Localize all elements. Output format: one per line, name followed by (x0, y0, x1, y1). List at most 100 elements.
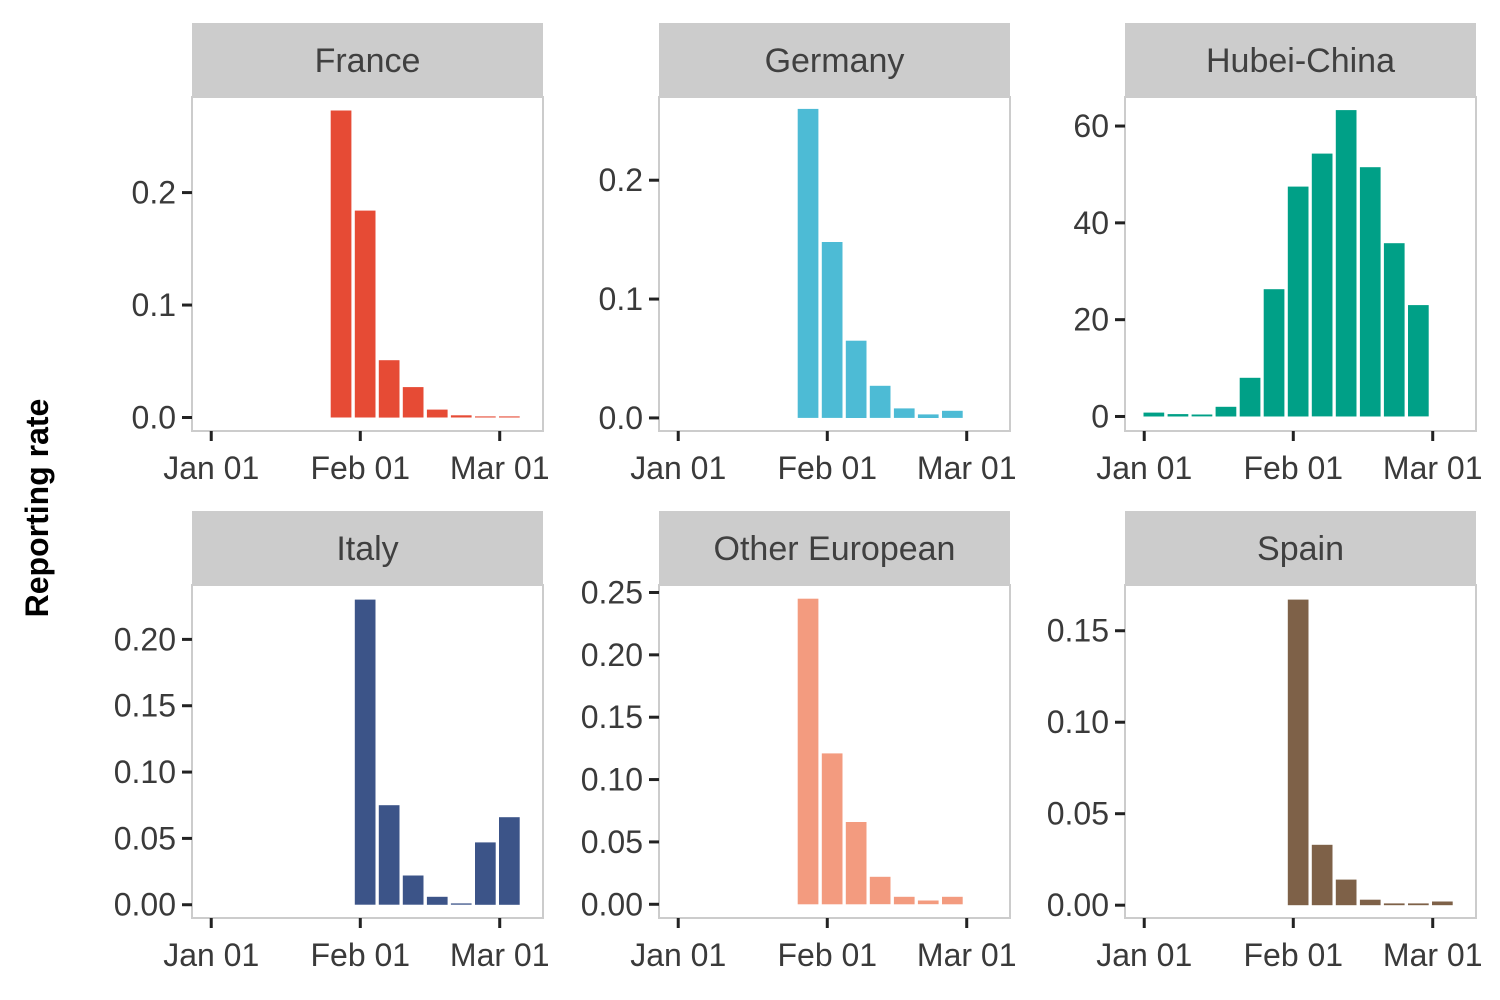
facet-panel-spain: Spain 0.00 0.05 0.10 0.15 Jan 01 Feb 01 Mar 01 (1047, 511, 1483, 973)
bar (1239, 377, 1261, 417)
x-tick-label: Jan 01 (630, 450, 726, 486)
bar (821, 242, 843, 418)
bar (1383, 903, 1405, 906)
bar (797, 598, 819, 905)
bar (354, 599, 376, 905)
bar (893, 896, 915, 905)
y-tick-label: 0.05 (581, 824, 643, 860)
bar (1383, 243, 1405, 417)
bar (378, 805, 400, 905)
y-tick-label: 0.00 (114, 887, 176, 923)
bar (402, 387, 424, 418)
bar (1359, 167, 1381, 417)
facet-title: Germany (765, 42, 905, 80)
y-tick-label: 0.1 (132, 287, 176, 323)
bar (450, 903, 472, 905)
bar (426, 896, 448, 905)
bar (1359, 899, 1381, 906)
x-tick-label: Feb 01 (1243, 450, 1343, 486)
facet-panel-other-european: Other European 0.00 0.05 0.10 0.15 0.20 0.25 Ja… (581, 511, 1017, 973)
bar (1167, 414, 1189, 417)
bar (893, 408, 915, 418)
facet-panel-hubei-china: Hubei-China 0 20 40 60 Jan 01 Feb 01 Mar 01 (1073, 23, 1483, 486)
bar (1287, 599, 1309, 906)
bar (354, 210, 376, 418)
bar (917, 414, 939, 418)
bar (1191, 414, 1213, 417)
y-tick-label: 0.05 (1047, 796, 1109, 832)
bar (942, 896, 963, 905)
x-tick-label: Jan 01 (630, 937, 726, 973)
facet-title: Hubei-China (1206, 42, 1395, 80)
y-tick-label: 40 (1073, 205, 1109, 241)
y-tick-label: 20 (1073, 302, 1109, 338)
facet-strip (1125, 511, 1476, 585)
x-tick-label: Mar 01 (1383, 937, 1483, 973)
x-tick-label: Mar 01 (1383, 450, 1483, 486)
y-tick-label: 0.20 (114, 621, 176, 657)
bar (426, 409, 448, 418)
x-tick-label: Feb 01 (777, 937, 877, 973)
bar (869, 385, 891, 418)
bar (821, 753, 843, 905)
bar (1335, 110, 1357, 417)
bar (1408, 305, 1429, 417)
y-tick-label: 0.15 (581, 699, 643, 735)
bar (1408, 903, 1429, 906)
facet-strip (192, 23, 543, 97)
bar (1311, 153, 1333, 417)
x-tick-label: Feb 01 (1243, 937, 1343, 973)
bar (475, 842, 496, 905)
y-tick-label: 0.00 (581, 886, 643, 922)
x-tick-label: Mar 01 (450, 937, 550, 973)
facet-panel-italy: Italy 0.00 0.05 0.10 0.15 0.20 Jan 01 Feb 01 Mar… (114, 511, 550, 973)
x-tick-label: Mar 01 (917, 450, 1017, 486)
x-tick-label: Jan 01 (1096, 937, 1192, 973)
bar (330, 110, 352, 418)
bar (845, 822, 867, 905)
bar (1215, 406, 1237, 417)
facet-title: France (315, 42, 421, 80)
bar (499, 817, 520, 905)
bar (1311, 844, 1333, 906)
y-tick-label: 0.25 (581, 574, 643, 610)
x-tick-label: Jan 01 (1096, 450, 1192, 486)
facet-title: Other European (714, 530, 956, 568)
bar (1432, 901, 1453, 906)
facet-panel-france: France 0.0 0.1 0.2 Jan 01 Feb 01 Mar 01 (132, 23, 550, 486)
bar (499, 416, 520, 418)
bar (1143, 412, 1165, 417)
bar (869, 876, 891, 905)
y-tick-label: 0.20 (581, 637, 643, 673)
y-tick-label: 0.1 (599, 281, 643, 317)
x-tick-label: Feb 01 (310, 937, 410, 973)
facet-strip (659, 23, 1010, 97)
x-tick-label: Feb 01 (310, 450, 410, 486)
bar (942, 410, 963, 418)
y-tick-label: 0.10 (581, 762, 643, 798)
y-tick-label: 0.2 (599, 162, 643, 198)
x-tick-label: Feb 01 (777, 450, 877, 486)
bar (797, 108, 819, 418)
bar (845, 340, 867, 418)
bar (1263, 289, 1285, 417)
x-tick-label: Mar 01 (450, 450, 550, 486)
facet-panel-germany: Germany 0.0 0.1 0.2 Jan 01 Feb 01 Mar 01 (599, 23, 1017, 486)
bar (475, 416, 496, 418)
y-tick-label: 0.2 (132, 175, 176, 211)
y-tick-label: 0.15 (114, 688, 176, 724)
y-tick-label: 0.0 (599, 400, 643, 436)
y-tick-label: 0.0 (132, 400, 176, 436)
y-tick-label: 0.00 (1047, 887, 1109, 923)
y-axis-label: Reporting rate (19, 399, 55, 618)
y-tick-label: 60 (1073, 108, 1109, 144)
facet-strip (659, 511, 1010, 585)
x-tick-label: Jan 01 (163, 450, 259, 486)
facet-title: Spain (1257, 530, 1344, 568)
bar (450, 415, 472, 418)
y-tick-label: 0.05 (114, 820, 176, 856)
y-tick-label: 0 (1091, 398, 1109, 434)
x-tick-label: Mar 01 (917, 937, 1017, 973)
facet-strip (1125, 23, 1476, 97)
